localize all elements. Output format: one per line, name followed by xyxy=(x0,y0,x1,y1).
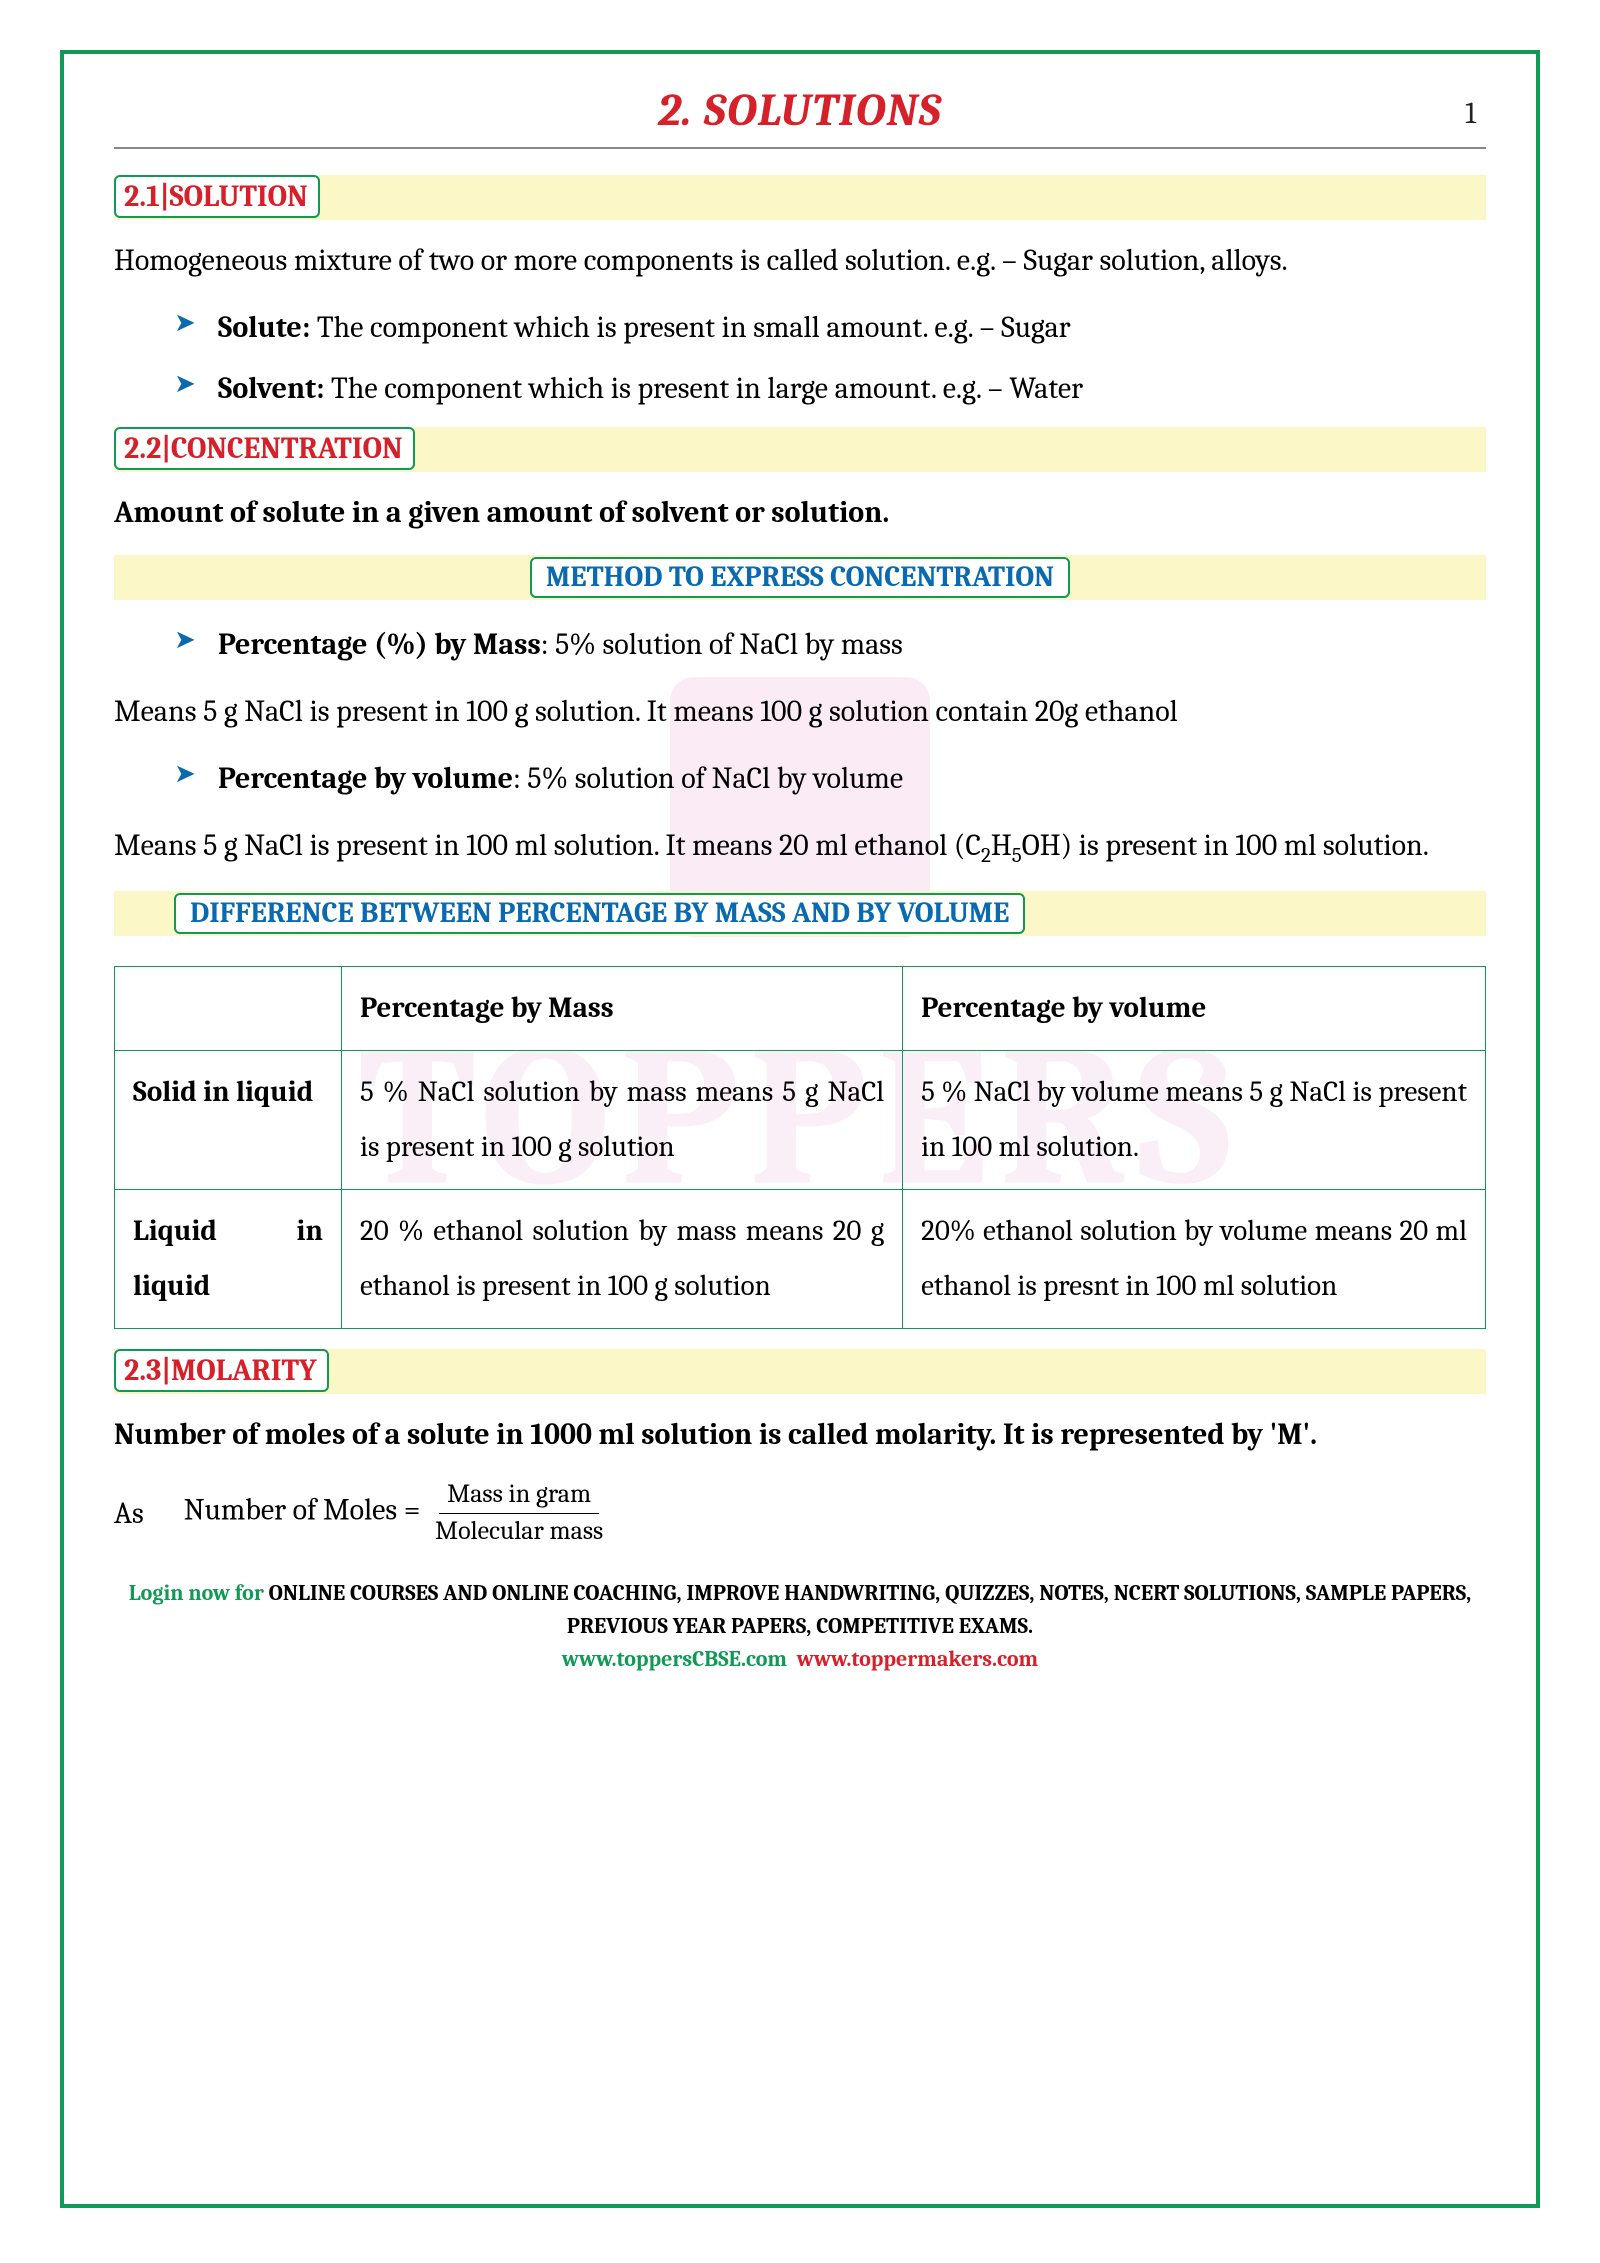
sub-label-diff: DIFFERENCE BETWEEN PERCENTAGE BY MASS AN… xyxy=(174,893,1025,934)
col-head-1: Percentage by Mass xyxy=(342,966,903,1050)
col-head-2: Percentage by volume xyxy=(903,966,1486,1050)
section-label-2-1: 2.1|SOLUTION xyxy=(114,175,320,218)
cell-0-mass: 5 % NaCl solution by mass means 5 g NaCl… xyxy=(342,1050,903,1189)
formula-prefix: As xyxy=(114,1496,144,1531)
term-solute: Solute: xyxy=(218,310,310,345)
formula-row: As Number of Moles = Mass in gram Molecu… xyxy=(114,1479,1486,1546)
page-border: TOPPERS 2. SOLUTIONS 1 2.1|SOLUTION Homo… xyxy=(60,50,1540,2208)
explain-percent-volume: Means 5 g NaCl is present in 100 ml solu… xyxy=(114,817,1486,877)
bullet-percent-mass: Percentage (%) by Mass: 5% solution of N… xyxy=(114,616,1486,673)
bullet-volume: Percentage by volume: 5% solution of NaC… xyxy=(174,750,1486,807)
sub-label-method: METHOD TO EXPRESS CONCENTRATION xyxy=(530,557,1070,598)
formula-lhs: Number of Moles = xyxy=(184,1493,427,1528)
example-percent-volume: : 5% solution of NaCl by volume xyxy=(513,761,903,796)
section-label-2-3: 2.3|MOLARITY xyxy=(114,1349,329,1392)
table-row: Solid in liquid 5 % NaCl solution by mas… xyxy=(115,1050,1486,1189)
term-solvent: Solvent: xyxy=(218,371,324,406)
bullet-percent-volume: Percentage by volume: 5% solution of NaC… xyxy=(114,750,1486,807)
bullet-mass: Percentage (%) by Mass: 5% solution of N… xyxy=(174,616,1486,673)
diff-table: Percentage by Mass Percentage by volume … xyxy=(114,966,1486,1329)
vol-suffix: OH) is present in 100 ml solution. xyxy=(1022,828,1429,863)
formula-numerator: Mass in gram xyxy=(439,1479,599,1513)
section-bar-2-2: 2.2|CONCENTRATION xyxy=(114,427,1486,472)
formula-fraction: Mass in gram Molecular mass xyxy=(427,1479,611,1546)
definition-2-1: Homogeneous mixture of two or more compo… xyxy=(114,232,1486,289)
term-percent-volume: Percentage by volume xyxy=(218,761,513,796)
bullet-solvent: Solvent: The component which is present … xyxy=(174,360,1486,417)
sub-bar-method: METHOD TO EXPRESS CONCENTRATION xyxy=(114,555,1486,600)
bullet-solute: Solute: The component which is present i… xyxy=(174,299,1486,356)
section-label-2-2: 2.2|CONCENTRATION xyxy=(114,427,415,470)
cell-1-volume: 20% ethanol solution by volume means 20 … xyxy=(903,1190,1486,1329)
sub-bar-diff: DIFFERENCE BETWEEN PERCENTAGE BY MASS AN… xyxy=(114,891,1486,936)
title-row: 2. SOLUTIONS 1 xyxy=(114,84,1486,137)
section-bar-2-1: 2.1|SOLUTION xyxy=(114,175,1486,220)
formula-body: Number of Moles = Mass in gram Molecular… xyxy=(184,1479,612,1546)
page-number: 1 xyxy=(1465,96,1476,131)
content-area: 2. SOLUTIONS 1 2.1|SOLUTION Homogeneous … xyxy=(114,84,1486,1676)
definition-2-2: Amount of solute in a given amount of so… xyxy=(114,484,1486,541)
text-solute: The component which is present in small … xyxy=(310,310,1070,345)
title-divider xyxy=(114,147,1486,149)
bullet-list-2-1: Solute: The component which is present i… xyxy=(114,299,1486,417)
vol-sub2: 5 xyxy=(1012,844,1022,868)
table-header-row: Percentage by Mass Percentage by volume xyxy=(115,966,1486,1050)
footer-link-1[interactable]: www.toppersCBSE.com xyxy=(562,1646,787,1672)
cell-1-mass: 20 % ethanol solution by mass means 20 g… xyxy=(342,1190,903,1329)
page-footer: Login now for ONLINE COURSES AND ONLINE … xyxy=(114,1577,1486,1676)
vol-prefix: Means 5 g NaCl is present in 100 ml solu… xyxy=(114,828,981,863)
footer-login: Login now for xyxy=(129,1580,269,1606)
example-percent-mass: : 5% solution of NaCl by mass xyxy=(541,627,903,662)
chapter-title: 2. SOLUTIONS xyxy=(658,84,942,137)
vol-sub1: 2 xyxy=(981,844,991,868)
formula-denominator: Molecular mass xyxy=(427,1514,611,1547)
term-percent-mass: Percentage (%) by Mass xyxy=(218,627,541,662)
text-solvent: The component which is present in large … xyxy=(324,371,1083,406)
col-head-0 xyxy=(115,966,342,1050)
row-head-0: Solid in liquid xyxy=(115,1050,342,1189)
vol-mid: H xyxy=(991,828,1012,863)
footer-link-2[interactable]: www.toppermakers.com xyxy=(797,1646,1038,1672)
table-row: Liquid in liquid 20 % ethanol solution b… xyxy=(115,1190,1486,1329)
definition-2-3: Number of moles of a solute in 1000 ml s… xyxy=(114,1406,1486,1463)
page-container: TOPPERS 2. SOLUTIONS 1 2.1|SOLUTION Homo… xyxy=(0,0,1600,2263)
row-head-1: Liquid in liquid xyxy=(115,1190,342,1329)
explain-percent-mass: Means 5 g NaCl is present in 100 g solut… xyxy=(114,683,1486,740)
footer-bold: ONLINE COURSES AND ONLINE COACHING, IMPR… xyxy=(269,1580,1472,1639)
cell-0-volume: 5 % NaCl by volume means 5 g NaCl is pre… xyxy=(903,1050,1486,1189)
section-bar-2-3: 2.3|MOLARITY xyxy=(114,1349,1486,1394)
